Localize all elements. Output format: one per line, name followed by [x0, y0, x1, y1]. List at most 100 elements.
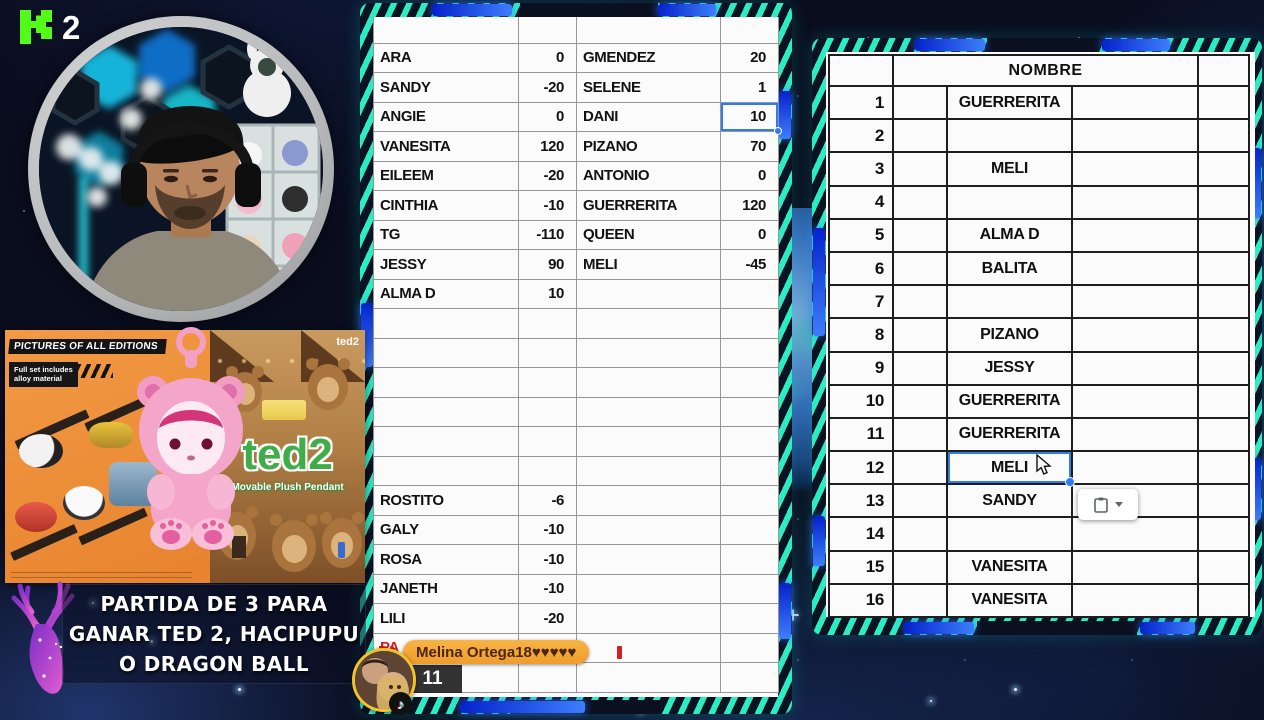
- cell[interactable]: [894, 452, 948, 486]
- row-number-cell[interactable]: 12: [830, 452, 894, 486]
- cell[interactable]: EILEEM: [374, 161, 519, 191]
- cell[interactable]: GALY: [374, 515, 519, 545]
- cell[interactable]: 0: [721, 220, 779, 250]
- cell[interactable]: [1073, 219, 1199, 253]
- row-number-cell[interactable]: 1: [830, 87, 894, 121]
- cell[interactable]: [894, 319, 948, 353]
- cell[interactable]: [577, 427, 721, 457]
- name-cell[interactable]: [948, 518, 1073, 552]
- name-cell[interactable]: SANDY: [948, 485, 1073, 519]
- cell[interactable]: [1199, 319, 1250, 353]
- cell[interactable]: 10: [519, 279, 577, 309]
- cell[interactable]: [1073, 319, 1199, 353]
- name-cell[interactable]: [948, 186, 1073, 220]
- cell[interactable]: [1199, 352, 1250, 386]
- name-cell[interactable]: PIZANO: [948, 319, 1073, 353]
- row-number-cell[interactable]: 6: [830, 252, 894, 287]
- cell[interactable]: [1073, 452, 1199, 486]
- cell[interactable]: ANTONIO: [577, 161, 721, 191]
- cell[interactable]: [1199, 153, 1250, 187]
- cell[interactable]: [1199, 485, 1250, 519]
- cell[interactable]: -20: [519, 161, 577, 191]
- cell[interactable]: 70: [721, 132, 779, 162]
- cell[interactable]: [1199, 186, 1250, 220]
- cell[interactable]: [374, 397, 519, 427]
- cell[interactable]: [577, 368, 721, 398]
- cell[interactable]: 0: [519, 43, 577, 73]
- cell[interactable]: [577, 515, 721, 545]
- fill-handle[interactable]: [774, 127, 782, 135]
- cell[interactable]: LILI: [374, 604, 519, 634]
- row-number-cell[interactable]: 8: [830, 319, 894, 353]
- cell[interactable]: [577, 456, 721, 486]
- row-number-cell[interactable]: 2: [830, 120, 894, 154]
- cell[interactable]: [894, 518, 948, 552]
- cell[interactable]: [721, 663, 779, 693]
- cell[interactable]: -45: [721, 250, 779, 280]
- name-cell[interactable]: VANESITA: [948, 584, 1073, 618]
- name-cell[interactable]: GUERRERITA: [948, 87, 1073, 121]
- name-cell[interactable]: ALMA D: [948, 219, 1073, 253]
- cell[interactable]: [1073, 153, 1199, 187]
- cell[interactable]: [1199, 518, 1250, 552]
- cell[interactable]: [577, 574, 721, 604]
- cell[interactable]: [721, 456, 779, 486]
- cell[interactable]: [1199, 551, 1250, 585]
- row-number-cell[interactable]: 16: [830, 584, 894, 618]
- cell[interactable]: -20: [519, 604, 577, 634]
- cell[interactable]: [374, 17, 519, 44]
- cell[interactable]: ARA: [374, 43, 519, 73]
- row-number-cell[interactable]: 14: [830, 518, 894, 552]
- cell[interactable]: [721, 368, 779, 398]
- cell[interactable]: JESSY: [374, 250, 519, 280]
- cell[interactable]: [1199, 252, 1250, 287]
- cell[interactable]: [721, 309, 779, 339]
- cell[interactable]: [721, 545, 779, 575]
- cell[interactable]: 20: [721, 43, 779, 73]
- name-cell[interactable]: [948, 286, 1073, 320]
- cell[interactable]: 10: [721, 102, 782, 135]
- cell[interactable]: [519, 456, 577, 486]
- cell[interactable]: [721, 515, 779, 545]
- cell[interactable]: [1073, 352, 1199, 386]
- cell[interactable]: -10: [519, 574, 577, 604]
- cell[interactable]: QUEEN: [577, 220, 721, 250]
- row-number-cell[interactable]: 5: [830, 219, 894, 253]
- cell[interactable]: ROSTITO: [374, 486, 519, 516]
- cell[interactable]: [721, 17, 779, 44]
- cell[interactable]: [1073, 120, 1199, 154]
- cell[interactable]: [519, 397, 577, 427]
- cell[interactable]: MELI: [577, 250, 721, 280]
- cell[interactable]: [577, 486, 721, 516]
- cell[interactable]: SANDY: [374, 73, 519, 103]
- cell[interactable]: [519, 427, 577, 457]
- cell[interactable]: [1073, 418, 1199, 453]
- cell[interactable]: [830, 56, 894, 87]
- row-number-cell[interactable]: 4: [830, 186, 894, 220]
- cell[interactable]: [894, 87, 948, 121]
- cell[interactable]: [1073, 87, 1199, 121]
- cell[interactable]: [1199, 584, 1250, 618]
- cell[interactable]: 0: [721, 161, 779, 191]
- cell[interactable]: [519, 338, 577, 368]
- cell[interactable]: [721, 486, 779, 516]
- cell[interactable]: -10: [519, 515, 577, 545]
- cell[interactable]: [577, 633, 721, 663]
- fill-handle[interactable]: [1065, 477, 1075, 488]
- cell[interactable]: [894, 186, 948, 220]
- cell[interactable]: VANESITA: [374, 132, 519, 162]
- cell[interactable]: SELENE: [577, 73, 721, 103]
- cell[interactable]: 0: [519, 102, 577, 132]
- cell[interactable]: [1199, 286, 1250, 320]
- cell[interactable]: [1073, 252, 1199, 287]
- cell[interactable]: [1199, 120, 1250, 154]
- row-number-cell[interactable]: 15: [830, 551, 894, 585]
- name-cell[interactable]: MELI: [948, 452, 1075, 488]
- cell[interactable]: [721, 427, 779, 457]
- cell[interactable]: [374, 309, 519, 339]
- row-number-cell[interactable]: 7: [830, 286, 894, 320]
- cell[interactable]: 120: [519, 132, 577, 162]
- cell[interactable]: [1199, 452, 1250, 486]
- cell[interactable]: [721, 279, 779, 309]
- name-cell[interactable]: JESSY: [948, 352, 1073, 386]
